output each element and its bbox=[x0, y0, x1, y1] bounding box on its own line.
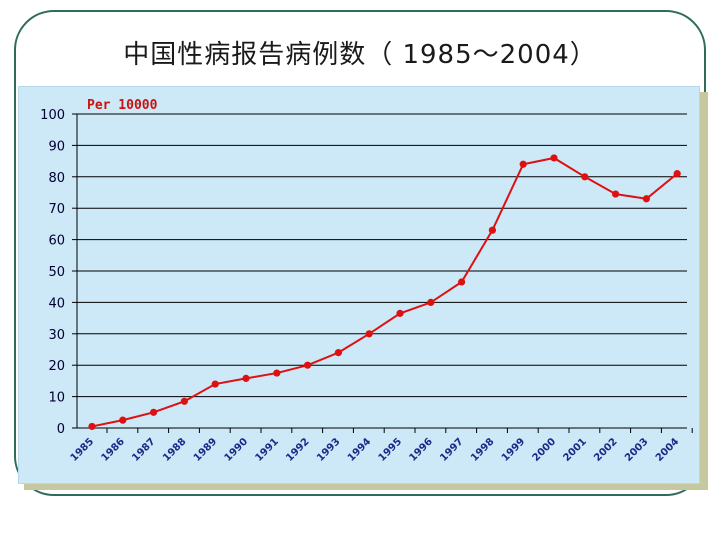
data-point-1985 bbox=[88, 422, 96, 431]
data-point-2002 bbox=[612, 190, 620, 198]
ytick-label: 30 bbox=[48, 328, 65, 343]
chart-panel: 0 10 20 30 40 50 60 70 80 90 100 1985 1986 1987 1988 19… bbox=[18, 86, 700, 484]
xtick-label: 2000 bbox=[531, 436, 558, 463]
ytick-label: 20 bbox=[48, 359, 65, 374]
xtick-label: 1993 bbox=[315, 436, 342, 463]
xtick-label: 1986 bbox=[99, 436, 126, 463]
xtick-label: 1990 bbox=[223, 436, 250, 463]
slide-title: 中国性病报告病例数（ 1985～2004） bbox=[123, 40, 597, 70]
data-point-1995 bbox=[396, 309, 404, 317]
xtick-label: 1985 bbox=[69, 436, 96, 463]
xtick-label: 1995 bbox=[377, 436, 404, 463]
series-line bbox=[91, 156, 678, 428]
xtick-label: 2002 bbox=[592, 436, 619, 463]
xtick-label: 1997 bbox=[438, 436, 465, 463]
xtick-label: 1991 bbox=[253, 436, 280, 463]
data-point-2004 bbox=[673, 170, 681, 178]
data-point-1989 bbox=[211, 380, 219, 388]
xtick-label: 1987 bbox=[130, 436, 157, 463]
series-layer bbox=[88, 154, 681, 431]
ytick-label: 40 bbox=[48, 296, 65, 311]
data-point-1988 bbox=[180, 397, 188, 405]
ytick-label: 100 bbox=[40, 108, 65, 123]
xtick-label: 1994 bbox=[346, 436, 373, 463]
data-point-2001 bbox=[581, 173, 589, 181]
ytick-label: 0 bbox=[57, 422, 65, 437]
xtick-label: 2003 bbox=[623, 436, 650, 463]
data-point-1990 bbox=[242, 374, 250, 382]
xtick-label: 2004 bbox=[654, 436, 681, 463]
data-point-1994 bbox=[365, 330, 373, 338]
data-point-1997 bbox=[458, 278, 466, 286]
data-point-1999 bbox=[519, 160, 527, 168]
xtick-label: 2001 bbox=[561, 436, 588, 463]
ytick-label: 90 bbox=[48, 139, 65, 154]
data-point-1998 bbox=[488, 226, 496, 234]
ytick-label: 80 bbox=[48, 171, 65, 186]
ytick-label: 50 bbox=[48, 265, 65, 280]
xtick-label: 1999 bbox=[500, 436, 527, 463]
data-point-2000 bbox=[550, 154, 558, 162]
data-point-1986 bbox=[119, 416, 127, 424]
xtick-label: 1996 bbox=[407, 436, 434, 463]
data-point-1992 bbox=[304, 361, 312, 369]
xtick-label: 1988 bbox=[161, 436, 188, 463]
xtick-label: 1992 bbox=[284, 436, 311, 463]
data-point-2003 bbox=[642, 195, 651, 203]
ytick-label: 10 bbox=[48, 391, 65, 406]
xtick-label: 1998 bbox=[469, 436, 496, 463]
data-point-1987 bbox=[150, 408, 158, 416]
data-point-1996 bbox=[427, 298, 435, 306]
unit-label: Per 10000 bbox=[87, 98, 158, 113]
data-point-1991 bbox=[273, 369, 281, 377]
ytick-label: 70 bbox=[48, 202, 65, 217]
grid-layer bbox=[77, 113, 687, 429]
xtick-label: 1989 bbox=[192, 436, 219, 463]
ytick-label: 60 bbox=[48, 234, 65, 249]
data-point-1993 bbox=[334, 349, 342, 357]
